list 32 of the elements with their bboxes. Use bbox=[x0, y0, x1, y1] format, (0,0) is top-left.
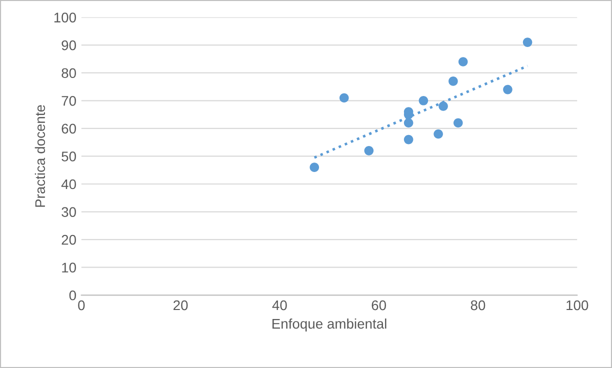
point bbox=[404, 118, 414, 128]
point bbox=[453, 118, 463, 128]
point bbox=[364, 146, 374, 156]
point bbox=[438, 102, 448, 111]
point bbox=[434, 129, 443, 139]
x-tick-label: 20 bbox=[174, 300, 188, 310]
x-tick-label: 40 bbox=[272, 300, 287, 310]
y-tick-label: 90 bbox=[62, 40, 76, 50]
x-tick-label: 0 bbox=[78, 300, 85, 310]
x-tick-label: 80 bbox=[470, 300, 486, 310]
y-tick-label: 80 bbox=[62, 68, 76, 78]
x-axis-title: Enfoque ambiental bbox=[272, 318, 386, 332]
y-tick-label: 10 bbox=[62, 262, 76, 273]
point bbox=[522, 38, 532, 47]
point bbox=[404, 134, 414, 144]
x-tick-label: 60 bbox=[372, 300, 386, 310]
point bbox=[418, 96, 428, 106]
y-tick-label: 0 bbox=[69, 290, 76, 300]
y-tick-label: 70 bbox=[62, 96, 76, 106]
y-tick-label: 30 bbox=[62, 207, 76, 217]
y-tick-label: 40 bbox=[61, 179, 76, 190]
point bbox=[448, 76, 458, 86]
x-tick-label: 100 bbox=[566, 300, 588, 310]
point bbox=[458, 57, 468, 66]
y-tick-label: 100 bbox=[54, 12, 76, 22]
y-tick-label: 20 bbox=[62, 234, 76, 245]
point bbox=[339, 93, 349, 103]
point bbox=[503, 84, 512, 94]
y-axis-title: Practica docente bbox=[34, 105, 46, 207]
y-tick-label: 60 bbox=[62, 124, 76, 134]
point bbox=[310, 162, 320, 172]
y-tick-label: 50 bbox=[62, 152, 76, 162]
